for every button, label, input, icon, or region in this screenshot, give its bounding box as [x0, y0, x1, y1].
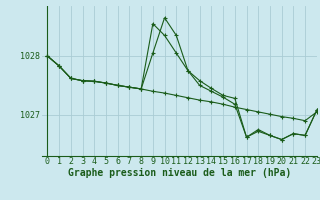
X-axis label: Graphe pression niveau de la mer (hPa): Graphe pression niveau de la mer (hPa)	[68, 168, 291, 178]
